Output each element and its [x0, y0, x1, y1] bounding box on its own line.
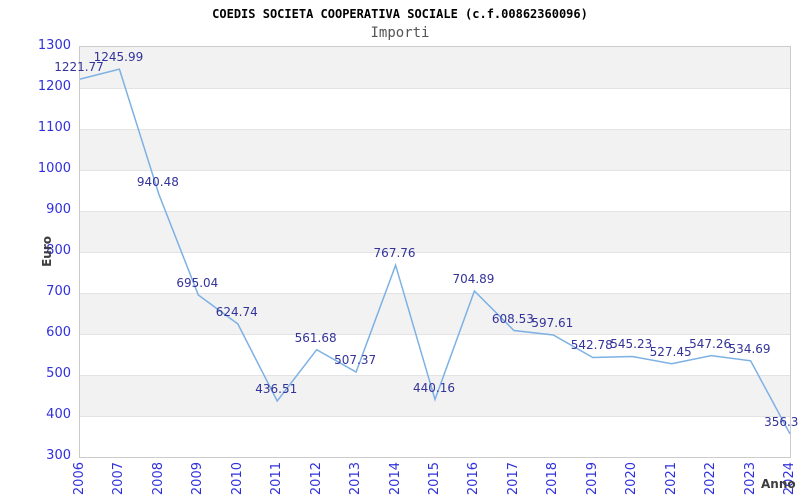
x-tick-label: 2015 — [427, 462, 442, 496]
x-tick-label: 2012 — [308, 462, 324, 496]
y-tick-label: 500 — [46, 366, 71, 381]
x-tick-label: 2017 — [505, 462, 521, 496]
y-tick-label: 700 — [46, 284, 71, 299]
x-tick-label: 2014 — [387, 462, 403, 496]
x-tick-label: 2019 — [584, 462, 600, 496]
x-tick-label: 2006 — [72, 462, 87, 496]
x-tick-label: 2011 — [269, 462, 285, 496]
x-tick-label: 2021 — [663, 462, 679, 496]
point-label: 527.45 — [649, 344, 692, 359]
gridline — [80, 334, 790, 335]
y-tick-label: 400 — [46, 407, 71, 422]
point-label: 436.51 — [255, 382, 298, 397]
y-axis-title: Euro — [40, 236, 54, 267]
gridline — [80, 375, 790, 376]
y-tick-label: 1200 — [37, 79, 71, 94]
grid-band — [80, 47, 790, 88]
gridline — [80, 88, 790, 89]
y-tick-label: 300 — [46, 448, 71, 463]
gridline — [80, 416, 790, 417]
y-tick-label: 800 — [46, 243, 71, 258]
point-label: 356.3 — [764, 414, 799, 429]
x-tick-label: 2007 — [111, 462, 127, 496]
y-tick-label: 1300 — [37, 38, 71, 53]
y-tick-label: 1000 — [37, 161, 71, 176]
point-label: 940.48 — [136, 175, 179, 190]
point-label: 534.69 — [728, 341, 771, 356]
point-label: 440.16 — [413, 380, 455, 395]
x-tick-label: 2013 — [348, 462, 364, 496]
point-label: 561.68 — [294, 330, 337, 345]
point-label: 608.53 — [491, 311, 534, 326]
point-label: 597.61 — [531, 315, 574, 330]
point-label: 1221.77 — [54, 60, 104, 75]
line-series-svg — [79, 68, 791, 435]
x-tick-label: 2009 — [190, 462, 206, 496]
gridline — [80, 293, 790, 294]
x-tick-label: 2020 — [624, 462, 640, 496]
y-tick-label: 600 — [46, 325, 71, 340]
chart-title: COEDIS SOCIETA COOPERATIVA SOCIALE (c.f.… — [212, 7, 588, 21]
y-tick-label: 900 — [46, 202, 71, 217]
point-label: 547.26 — [689, 336, 732, 351]
point-label: 695.04 — [176, 276, 219, 291]
chart-subtitle: Importi — [370, 25, 430, 41]
point-label: 624.74 — [215, 304, 258, 319]
gridline — [80, 252, 790, 253]
grid-band — [80, 293, 790, 334]
x-tick-label: 2022 — [703, 462, 719, 496]
x-tick-label: 2023 — [742, 462, 758, 496]
x-axis-title: Anno — [761, 477, 796, 491]
point-label: 767.76 — [373, 246, 416, 261]
point-label: 1245.99 — [93, 50, 144, 65]
grid-band — [80, 129, 790, 170]
grid-band — [80, 211, 790, 252]
gridline — [80, 211, 790, 212]
point-label: 507.37 — [334, 352, 377, 367]
point-label: 545.23 — [610, 337, 653, 352]
point-label: 542.78 — [570, 338, 613, 353]
series-line — [79, 68, 791, 435]
x-tick-label: 2018 — [545, 462, 561, 496]
y-tick-label: 1100 — [37, 120, 71, 135]
grid-band — [80, 375, 790, 416]
gridline — [80, 170, 790, 171]
gridline — [80, 129, 790, 130]
x-tick-label: 2008 — [150, 462, 166, 496]
point-label: 704.89 — [452, 271, 495, 286]
x-tick-label: 2010 — [229, 462, 245, 496]
x-tick-label: 2016 — [466, 462, 482, 496]
plot-area — [79, 46, 791, 458]
